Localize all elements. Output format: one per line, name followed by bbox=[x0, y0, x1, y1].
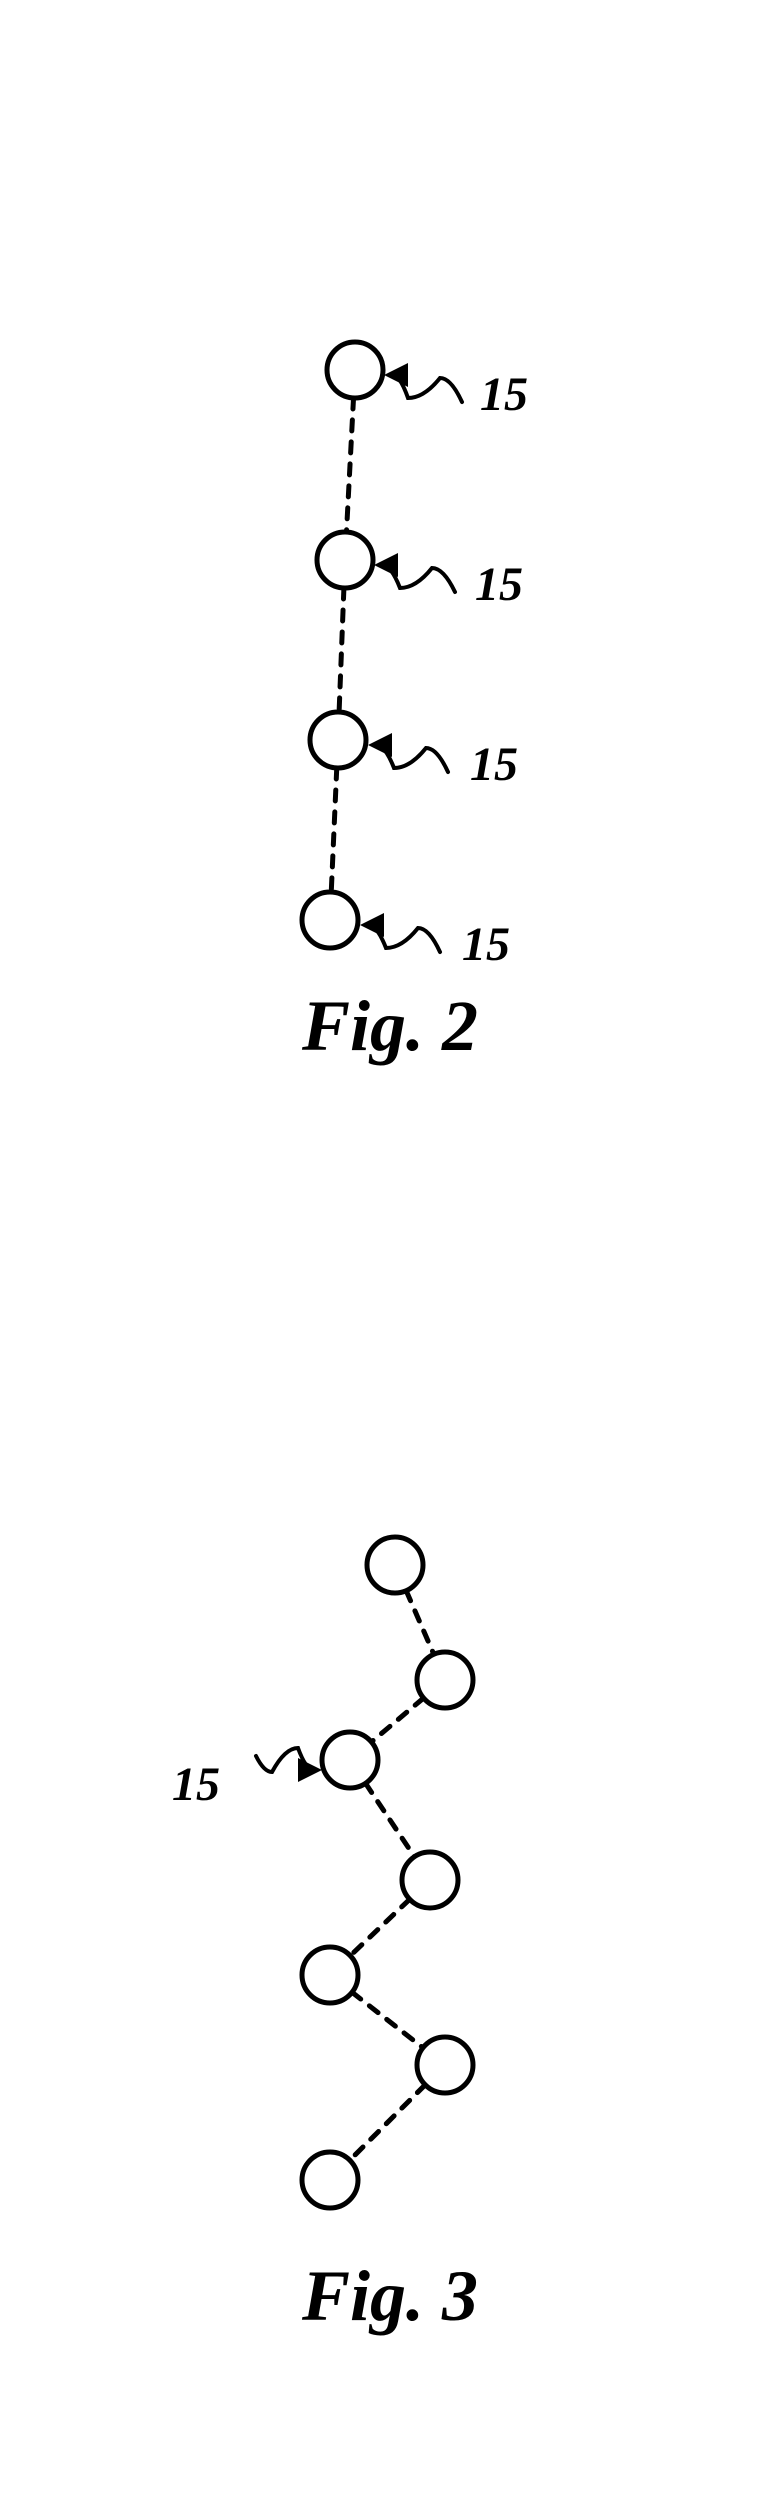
ref-label: 15 bbox=[470, 738, 518, 791]
ref-label: 15 bbox=[172, 1758, 220, 1811]
node bbox=[310, 712, 366, 768]
ref-arrow bbox=[256, 1748, 314, 1772]
node bbox=[402, 1852, 458, 1908]
node bbox=[417, 2037, 473, 2093]
edge bbox=[346, 398, 353, 532]
figure-caption: Fig. 2 bbox=[301, 986, 478, 1066]
ref-arrow bbox=[382, 565, 455, 592]
node bbox=[317, 532, 373, 588]
node bbox=[302, 1947, 358, 2003]
edge bbox=[350, 1899, 409, 1955]
diagram-canvas: 15 15 15 15 Fig. 2 15 Fig. 3 bbox=[0, 0, 779, 2520]
ref-label: 15 bbox=[480, 368, 528, 421]
edge bbox=[339, 588, 344, 712]
edge bbox=[350, 2085, 425, 2160]
ref-label: 15 bbox=[475, 558, 523, 611]
fig3: 15 Fig. 3 bbox=[172, 1537, 478, 2336]
node bbox=[302, 2152, 358, 2208]
node bbox=[417, 1652, 473, 1708]
ref-arrow bbox=[392, 375, 462, 402]
figure-caption: Fig. 3 bbox=[301, 2256, 478, 2336]
edge bbox=[352, 1992, 423, 2047]
edge bbox=[371, 1698, 423, 1742]
edge bbox=[406, 1591, 434, 1655]
edge bbox=[366, 1783, 415, 1856]
node bbox=[302, 892, 358, 948]
ref-arrow bbox=[368, 925, 440, 952]
ref-arrow bbox=[376, 745, 448, 772]
node bbox=[367, 1537, 423, 1593]
fig2: 15 15 15 15 Fig. 2 bbox=[301, 342, 528, 1066]
node bbox=[322, 1732, 378, 1788]
edge bbox=[331, 768, 337, 892]
node bbox=[327, 342, 383, 398]
ref-label: 15 bbox=[462, 918, 510, 971]
